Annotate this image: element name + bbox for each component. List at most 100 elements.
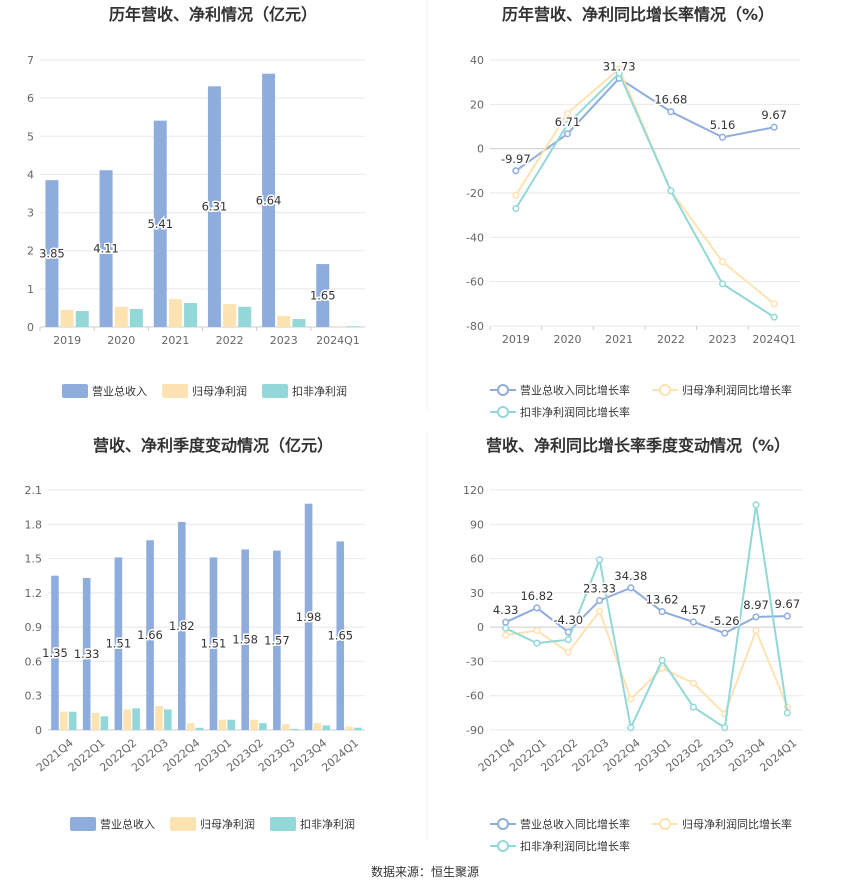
- y-tick-label: 0: [27, 321, 34, 334]
- revenue-growth-point: [627, 584, 635, 592]
- deducted-growth-point: [502, 624, 510, 632]
- chart-title: 营收、净利季度变动情况（亿元）: [93, 436, 333, 455]
- bar-data-label: 1.33: [74, 647, 100, 661]
- revenue-bar: [241, 549, 249, 730]
- revenue-growth-line: [505, 586, 788, 635]
- revenue-growth-point: [658, 608, 666, 616]
- revenue-bar: [177, 522, 186, 730]
- y-tick-label: 1.5: [25, 553, 43, 566]
- legend-swatch: [270, 817, 296, 831]
- deducted-growth-line: [505, 504, 789, 731]
- legend-marker: [497, 840, 509, 852]
- deducted-growth-point: [596, 556, 604, 564]
- revenue-bar: [146, 540, 154, 730]
- revenue-bar: [114, 557, 123, 730]
- legend-marker: [659, 384, 671, 396]
- revenue-growth-point: [770, 123, 778, 131]
- net-profit-growth-point: [752, 627, 760, 635]
- x-tick-label: 2021: [161, 334, 189, 347]
- legend-label: 归母净利润: [192, 384, 247, 398]
- y-tick-label: 7: [27, 54, 34, 67]
- deducted-profit-bar: [354, 727, 362, 730]
- net-profit-bar: [91, 712, 100, 730]
- y-tick-label: 120: [463, 484, 484, 497]
- bar-data-label: 6.64: [256, 193, 282, 207]
- revenue-growth-point: [533, 604, 541, 612]
- y-tick-label: 0: [477, 621, 484, 634]
- revenue-bar: [304, 503, 313, 730]
- x-tick-label: 2024Q1: [752, 333, 796, 346]
- y-tick-label: 20: [470, 98, 484, 111]
- legend-swatch: [262, 384, 288, 398]
- legend-label: 营业总收入同比增长率: [520, 383, 630, 397]
- net-profit-bar: [123, 709, 132, 730]
- deducted-growth-point: [689, 703, 698, 711]
- line-data-label: 9.67: [775, 597, 801, 611]
- x-tick-label: 2021: [605, 333, 633, 346]
- legend-label: 扣非净利润: [300, 817, 355, 831]
- bar-data-label: 1.65: [327, 629, 353, 643]
- bar-data-label: 5.41: [147, 217, 173, 231]
- net-profit-growth-point: [718, 258, 727, 266]
- revenue-bar: [51, 575, 59, 730]
- deducted-profit-bar: [227, 719, 236, 730]
- deducted-growth-point: [721, 724, 729, 732]
- line-data-label: -9.97: [501, 152, 531, 166]
- y-tick-label: 30: [470, 587, 484, 600]
- legend-label: 归母净利润同比增长率: [682, 383, 792, 397]
- y-tick-label: 1.8: [25, 518, 43, 531]
- bar-data-label: 1.51: [106, 637, 132, 651]
- deducted-growth-point: [512, 204, 520, 213]
- revenue-growth-point: [783, 612, 791, 620]
- net-profit-growth-point: [596, 607, 604, 615]
- x-tick-label: 2023: [709, 333, 737, 346]
- y-tick-label: 2: [27, 245, 34, 258]
- revenue-growth-point: [563, 130, 572, 138]
- net-profit-growth-point: [502, 631, 510, 639]
- revenue-growth-point: [718, 133, 727, 141]
- line-data-label: 5.16: [710, 118, 736, 132]
- line-data-label: 16.82: [520, 589, 553, 603]
- line-data-label: 31.73: [603, 59, 636, 73]
- deducted-profit-bar: [259, 723, 267, 730]
- revenue-growth-point: [721, 629, 729, 637]
- legend-label: 营业总收入同比增长率: [520, 817, 630, 831]
- y-tick-label: 2.1: [25, 484, 43, 497]
- bar-data-label: 3.85: [39, 247, 65, 261]
- y-tick-label: 5: [27, 130, 34, 143]
- y-tick-label: -20: [466, 187, 484, 200]
- revenue-bar: [209, 557, 218, 730]
- line-data-label: 6.71: [555, 115, 581, 129]
- line-data-label: -5.26: [710, 614, 740, 628]
- bar-data-label: 1.35: [42, 646, 68, 660]
- revenue-bar: [45, 180, 59, 327]
- deducted-profit-bar: [195, 727, 204, 730]
- legend-label: 营业总收入: [100, 817, 155, 831]
- y-tick-label: 0: [477, 143, 484, 156]
- deducted-profit-bar: [164, 709, 172, 730]
- legend-label: 扣非净利润同比增长率: [520, 839, 630, 853]
- y-tick-label: -80: [466, 320, 484, 333]
- x-tick-label: 2020: [107, 334, 135, 347]
- y-tick-label: -60: [466, 690, 484, 703]
- revenue-growth-point: [752, 613, 760, 621]
- y-tick-label: 6: [27, 92, 34, 105]
- source-note: 数据来源：恒生聚源: [371, 864, 479, 879]
- y-tick-label: 0.9: [25, 621, 43, 634]
- line-data-label: 9.67: [761, 108, 787, 122]
- net-profit-bar: [155, 706, 163, 730]
- net-profit-bar: [345, 726, 353, 730]
- deducted-growth-point: [627, 724, 635, 732]
- deducted-profit-bar: [184, 302, 198, 327]
- y-tick-label: 60: [470, 553, 484, 566]
- deducted-growth-point: [658, 656, 666, 664]
- y-tick-label: 0.6: [25, 655, 43, 668]
- deducted-profit-bar: [100, 716, 109, 730]
- y-tick-label: 40: [470, 54, 484, 67]
- legend-marker: [497, 818, 509, 830]
- y-tick-label: 1.2: [25, 587, 43, 600]
- bar-data-label: 1.57: [264, 633, 290, 647]
- net-profit-bar: [281, 724, 290, 730]
- line-data-label: -4.30: [553, 613, 583, 627]
